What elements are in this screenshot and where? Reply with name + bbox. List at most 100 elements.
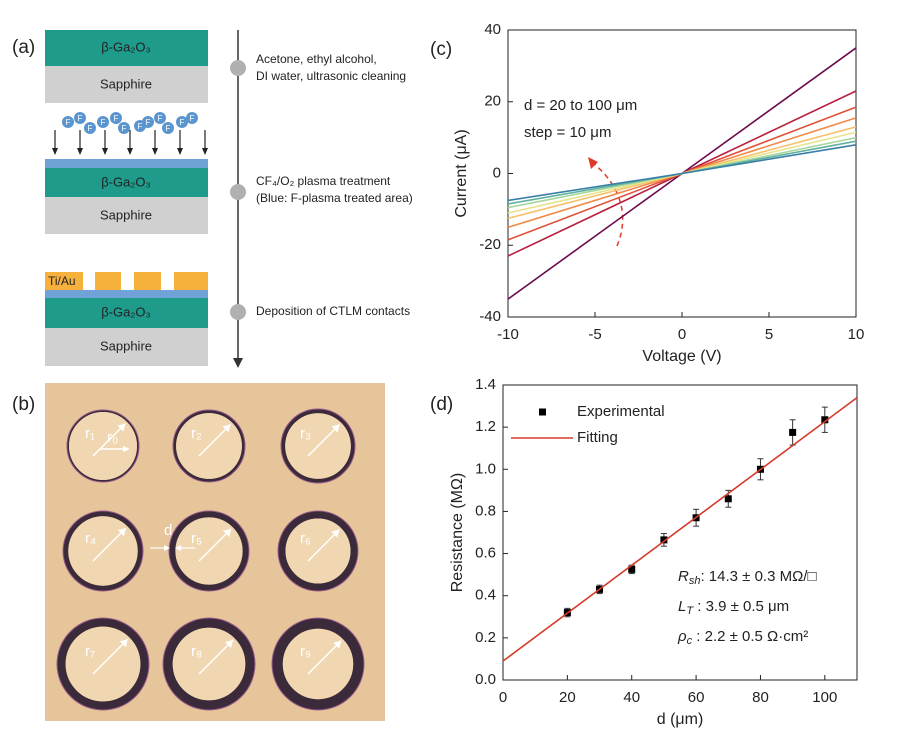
y-tick-label: 0	[493, 164, 501, 181]
x-tick-label: -5	[588, 326, 601, 343]
annotation: ρc : 2.2 ± 0.5 Ω·cm²	[677, 628, 808, 647]
ion-arrowhead	[202, 148, 208, 155]
layer-label: Sapphire	[100, 76, 152, 91]
series-line	[502, 397, 858, 662]
ion-arrowhead	[127, 148, 133, 155]
ion-arrowhead	[177, 148, 183, 155]
r0-arrowhead	[123, 446, 130, 452]
layer-label: β-Ga₂O₃	[101, 39, 151, 54]
ring-edge	[56, 617, 150, 711]
ring-edge	[277, 510, 359, 592]
radius-arrowhead	[117, 528, 126, 537]
ion-label: F	[166, 124, 171, 133]
annotation: LT : 3.9 ± 0.5 μm	[678, 598, 789, 617]
ion	[162, 122, 174, 134]
ion	[62, 116, 74, 128]
x-tick-label: 60	[688, 689, 705, 706]
annotation-arrow	[592, 162, 624, 247]
panel-label: (b)	[12, 394, 35, 415]
radius-label: r₂	[191, 425, 202, 442]
data-point	[789, 428, 797, 436]
ion-label: F	[88, 124, 93, 133]
legend-label: Experimental	[577, 403, 665, 420]
ion	[110, 112, 122, 124]
x-axis-label: d (μm)	[657, 711, 704, 728]
contact	[45, 272, 83, 290]
x-tick-label: 0	[499, 689, 507, 706]
process-diagram: β-Ga₂O₃ Sapphire FFF FFF FFF F FF β-Ga₂O₃ Sa…	[45, 30, 413, 368]
ion-label: F	[122, 124, 127, 133]
y-tick-label: 0.2	[475, 629, 496, 646]
x-axis-label: Voltage (V)	[642, 348, 721, 365]
ion-arrowhead	[152, 148, 158, 155]
data-point	[660, 536, 668, 544]
ion-label: F	[114, 114, 119, 123]
ion-label: F	[78, 114, 83, 123]
ion-label: F	[190, 114, 195, 123]
data-point	[628, 565, 636, 573]
gap-arrowhead	[175, 545, 181, 551]
annotation-sub: T	[686, 605, 694, 617]
radius-arrowhead	[117, 423, 126, 432]
step-text: DI water, ultrasonic cleaning	[256, 69, 406, 83]
ion	[97, 116, 109, 128]
sapphire-layer	[45, 66, 208, 103]
ion	[176, 116, 188, 128]
data-point	[821, 416, 829, 424]
annotation: Rsh: 14.3 ± 0.3 MΩ/□	[678, 568, 817, 587]
radius-arrowhead	[225, 639, 234, 648]
x-tick-label: 100	[812, 689, 837, 706]
gap-arrowhead	[164, 545, 170, 551]
y-tick-label: 40	[484, 21, 501, 38]
ion	[118, 122, 130, 134]
ring	[281, 409, 356, 484]
y-tick-label: 0.8	[475, 502, 496, 519]
ga2o3-layer	[45, 298, 208, 328]
ring-edge	[172, 409, 246, 483]
ion	[84, 122, 96, 134]
step-text: Acetone, ethyl alcohol,	[256, 52, 377, 66]
radius-arrow	[92, 527, 127, 562]
annotation-sub: c	[687, 635, 693, 647]
step-dot	[230, 184, 246, 200]
radius-label: r₉	[300, 643, 311, 660]
annotation-text: : 14.3 ± 0.3 MΩ/□	[700, 568, 816, 585]
ring-edge	[168, 510, 250, 592]
y-tick-label: 0.6	[475, 545, 496, 562]
sapphire-layer	[45, 197, 208, 234]
x-tick-label: 20	[559, 689, 576, 706]
layer-label: β-Ga₂O₃	[101, 174, 151, 189]
x-tick-label: 10	[848, 326, 865, 343]
y-tick-label: 1.2	[475, 418, 496, 435]
fluorine-ions: FFF FFF FFF F FF	[52, 112, 208, 155]
micrograph: r₁ r₂ r₃ r₄ r₅ r₆ r₇ r₈ r₉ r₀ d	[45, 383, 385, 721]
ion-label: F	[158, 114, 163, 123]
ring-edge	[162, 617, 256, 711]
plot-frame	[502, 384, 858, 681]
annotation: d = 20 to 100 μm	[524, 97, 637, 114]
radius-label: r₈	[191, 643, 202, 660]
ion-arrowhead	[102, 148, 108, 155]
annotation-sub: sh	[689, 575, 701, 587]
r0-label: r₀	[107, 429, 118, 446]
contact	[95, 272, 121, 290]
ion	[186, 112, 198, 124]
ring-edge	[62, 510, 144, 592]
x-tick-label: 40	[623, 689, 640, 706]
radius-label: r₃	[300, 425, 311, 442]
radius-label: r₅	[191, 530, 202, 547]
y-tick-label: 0.0	[475, 671, 496, 688]
x-tick-label: 0	[678, 326, 686, 343]
sapphire-layer	[45, 328, 208, 366]
radius-label: r₆	[300, 530, 311, 547]
gap-label: d	[164, 522, 172, 539]
y-tick-label: 1.0	[475, 460, 496, 477]
ring	[56, 617, 150, 710]
y-axis-label: Current (μA)	[453, 129, 470, 217]
step-dot	[230, 304, 246, 320]
annotation-symbol: ρ	[677, 628, 687, 645]
ring-edge	[280, 408, 356, 484]
radius-arrow	[92, 638, 129, 675]
ion-label: F	[138, 122, 143, 131]
